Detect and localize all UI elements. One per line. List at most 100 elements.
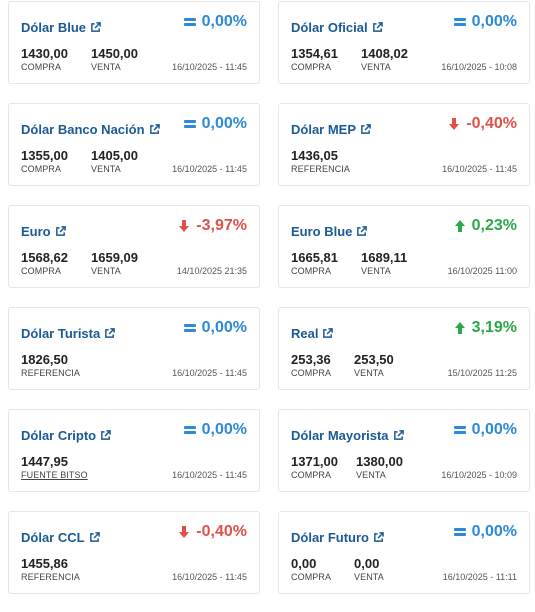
change-indicator: 0,00% — [183, 319, 247, 337]
card-dolar-mep[interactable]: Dólar MEP -0,40% 1436,05 REFERENCIA 16/1… — [278, 103, 530, 186]
change-indicator: 0,00% — [453, 421, 517, 439]
external-link-icon — [105, 328, 116, 338]
sell-value: 1380,00 — [356, 454, 403, 469]
sell-value: 253,50 — [354, 352, 394, 367]
timestamp: 16/10/2025 - 10:08 — [441, 62, 517, 72]
change-value: 0,00% — [471, 421, 517, 438]
external-link-icon — [101, 430, 111, 440]
change-indicator: -0,40% — [178, 523, 247, 541]
arrow-up-icon — [454, 220, 465, 232]
buy-label: COMPRA — [291, 470, 332, 480]
change-value: -0,40% — [196, 523, 247, 540]
sell-value: 0,00 — [354, 556, 380, 571]
card-euro[interactable]: Euro -3,97% 1568,62 COMPRA 1659,09 VENTA… — [8, 205, 260, 288]
external-link-icon — [323, 328, 334, 338]
card-title-link[interactable]: Dólar Blue — [21, 20, 101, 35]
card-title: Dólar Blue — [21, 20, 87, 35]
equal-icon — [183, 119, 196, 129]
change-value: -0,40% — [466, 115, 517, 132]
sell-value: 1450,00 — [91, 46, 138, 61]
timestamp: 16/10/2025 - 11:45 — [172, 62, 247, 72]
change-value: 0,00% — [471, 13, 517, 30]
equal-icon — [453, 425, 466, 435]
card-title-link[interactable]: Dólar Oficial — [291, 20, 383, 35]
card-dolar-banco-nacion[interactable]: Dólar Banco Nación 0,00% 1355,00 COMPRA … — [8, 103, 260, 186]
buy-label: COMPRA — [21, 266, 62, 276]
card-title: Dólar Oficial — [291, 20, 368, 35]
change-value: 0,00% — [201, 13, 247, 30]
card-title: Dólar Mayorista — [291, 428, 389, 443]
card-euro-blue[interactable]: Euro Blue 0,23% 1665,81 COMPRA 1689,11 V… — [278, 205, 530, 288]
change-indicator: 0,00% — [183, 13, 247, 31]
timestamp: 14/10/2025 21:35 — [176, 266, 247, 276]
equal-icon — [183, 17, 196, 27]
card-title-link[interactable]: Dólar Turista — [21, 326, 116, 341]
buy-label: COMPRA — [291, 368, 332, 378]
card-title-link[interactable]: Dólar Cripto — [21, 428, 111, 443]
sell-label: VENTA — [354, 368, 384, 378]
equal-icon — [183, 323, 196, 333]
timestamp: 16/10/2025 11:00 — [447, 266, 517, 276]
external-link-icon — [149, 124, 160, 134]
arrow-up-icon — [454, 322, 465, 334]
card-dolar-turista[interactable]: Dólar Turista 0,00% 1826,50 REFERENCIA 1… — [8, 307, 260, 390]
timestamp: 16/10/2025 - 10:09 — [441, 470, 517, 480]
card-title-link[interactable]: Dólar Futuro — [291, 530, 384, 545]
buy-label: COMPRA — [291, 266, 332, 276]
card-dolar-mayorista[interactable]: Dólar Mayorista 0,00% 1371,00 COMPRA 138… — [278, 409, 530, 492]
buy-label: COMPRA — [21, 62, 62, 72]
timestamp: 16/10/2025 - 11:11 — [442, 572, 517, 582]
change-indicator: 0,00% — [183, 421, 247, 439]
card-title: Dólar Banco Nación — [21, 122, 145, 137]
change-value: 3,19% — [471, 319, 517, 336]
sell-label: VENTA — [361, 62, 391, 72]
timestamp: 16/10/2025 - 11:45 — [442, 164, 517, 174]
sell-label: VENTA — [361, 266, 391, 276]
card-title: Real — [291, 326, 319, 341]
buy-value: 0,00 — [291, 556, 317, 571]
change-value: -3,97% — [196, 217, 247, 234]
sell-label: VENTA — [356, 470, 386, 480]
arrow-down-icon — [449, 118, 460, 130]
change-indicator: 0,00% — [183, 115, 247, 133]
card-dolar-futuro[interactable]: Dólar Futuro 0,00% 0,00 COMPRA 0,00 VENT… — [278, 511, 530, 594]
sell-value: 1689,11 — [361, 250, 408, 265]
buy-value: 1430,00 — [21, 46, 68, 61]
reference-value: 1455,86 — [21, 556, 68, 571]
source-bitso-link[interactable]: FUENTE BITSO — [21, 470, 88, 480]
card-dolar-oficial[interactable]: Dólar Oficial 0,00% 1354,61 COMPRA 1408,… — [278, 1, 530, 84]
card-title: Dólar Cripto — [21, 428, 97, 443]
card-title-link[interactable]: Real — [291, 326, 334, 341]
external-link-icon — [55, 226, 66, 236]
card-title-link[interactable]: Euro — [21, 224, 66, 239]
sell-value: 1408,02 — [361, 46, 408, 61]
card-title-link[interactable]: Dólar CCL — [21, 530, 100, 545]
card-title-link[interactable]: Euro Blue — [291, 224, 368, 239]
external-link-icon — [357, 226, 368, 236]
sell-value: 1659,09 — [91, 250, 138, 265]
change-indicator: 0,00% — [453, 523, 517, 541]
change-value: 0,00% — [201, 421, 247, 438]
timestamp: 15/10/2025 11:25 — [447, 368, 517, 378]
buy-label: COMPRA — [291, 572, 332, 582]
buy-value: 1355,00 — [21, 148, 68, 163]
card-title: Dólar Turista — [21, 326, 101, 341]
reference-value: 1826,50 — [21, 352, 68, 367]
card-title: Euro — [21, 224, 51, 239]
card-title-link[interactable]: Dólar MEP — [291, 122, 371, 137]
external-link-icon — [393, 430, 404, 440]
equal-icon — [183, 425, 196, 435]
equal-icon — [453, 527, 466, 537]
external-link-icon — [374, 532, 384, 542]
card-dolar-blue[interactable]: Dólar Blue 0,00% 1430,00 COMPRA 1450,00 … — [8, 1, 260, 84]
card-dolar-cripto[interactable]: Dólar Cripto 0,00% 1447,95 FUENTE BITSO … — [8, 409, 260, 492]
buy-value: 1371,00 — [291, 454, 338, 469]
timestamp: 16/10/2025 - 11:45 — [172, 470, 247, 480]
card-dolar-ccl[interactable]: Dólar CCL -0,40% 1455,86 REFERENCIA 16/1… — [8, 511, 260, 594]
external-link-icon — [91, 22, 101, 32]
card-title-link[interactable]: Dólar Banco Nación — [21, 122, 160, 137]
card-title: Dólar MEP — [291, 122, 357, 137]
card-title-link[interactable]: Dólar Mayorista — [291, 428, 404, 443]
card-real[interactable]: Real 3,19% 253,36 COMPRA 253,50 VENTA 15… — [278, 307, 530, 390]
